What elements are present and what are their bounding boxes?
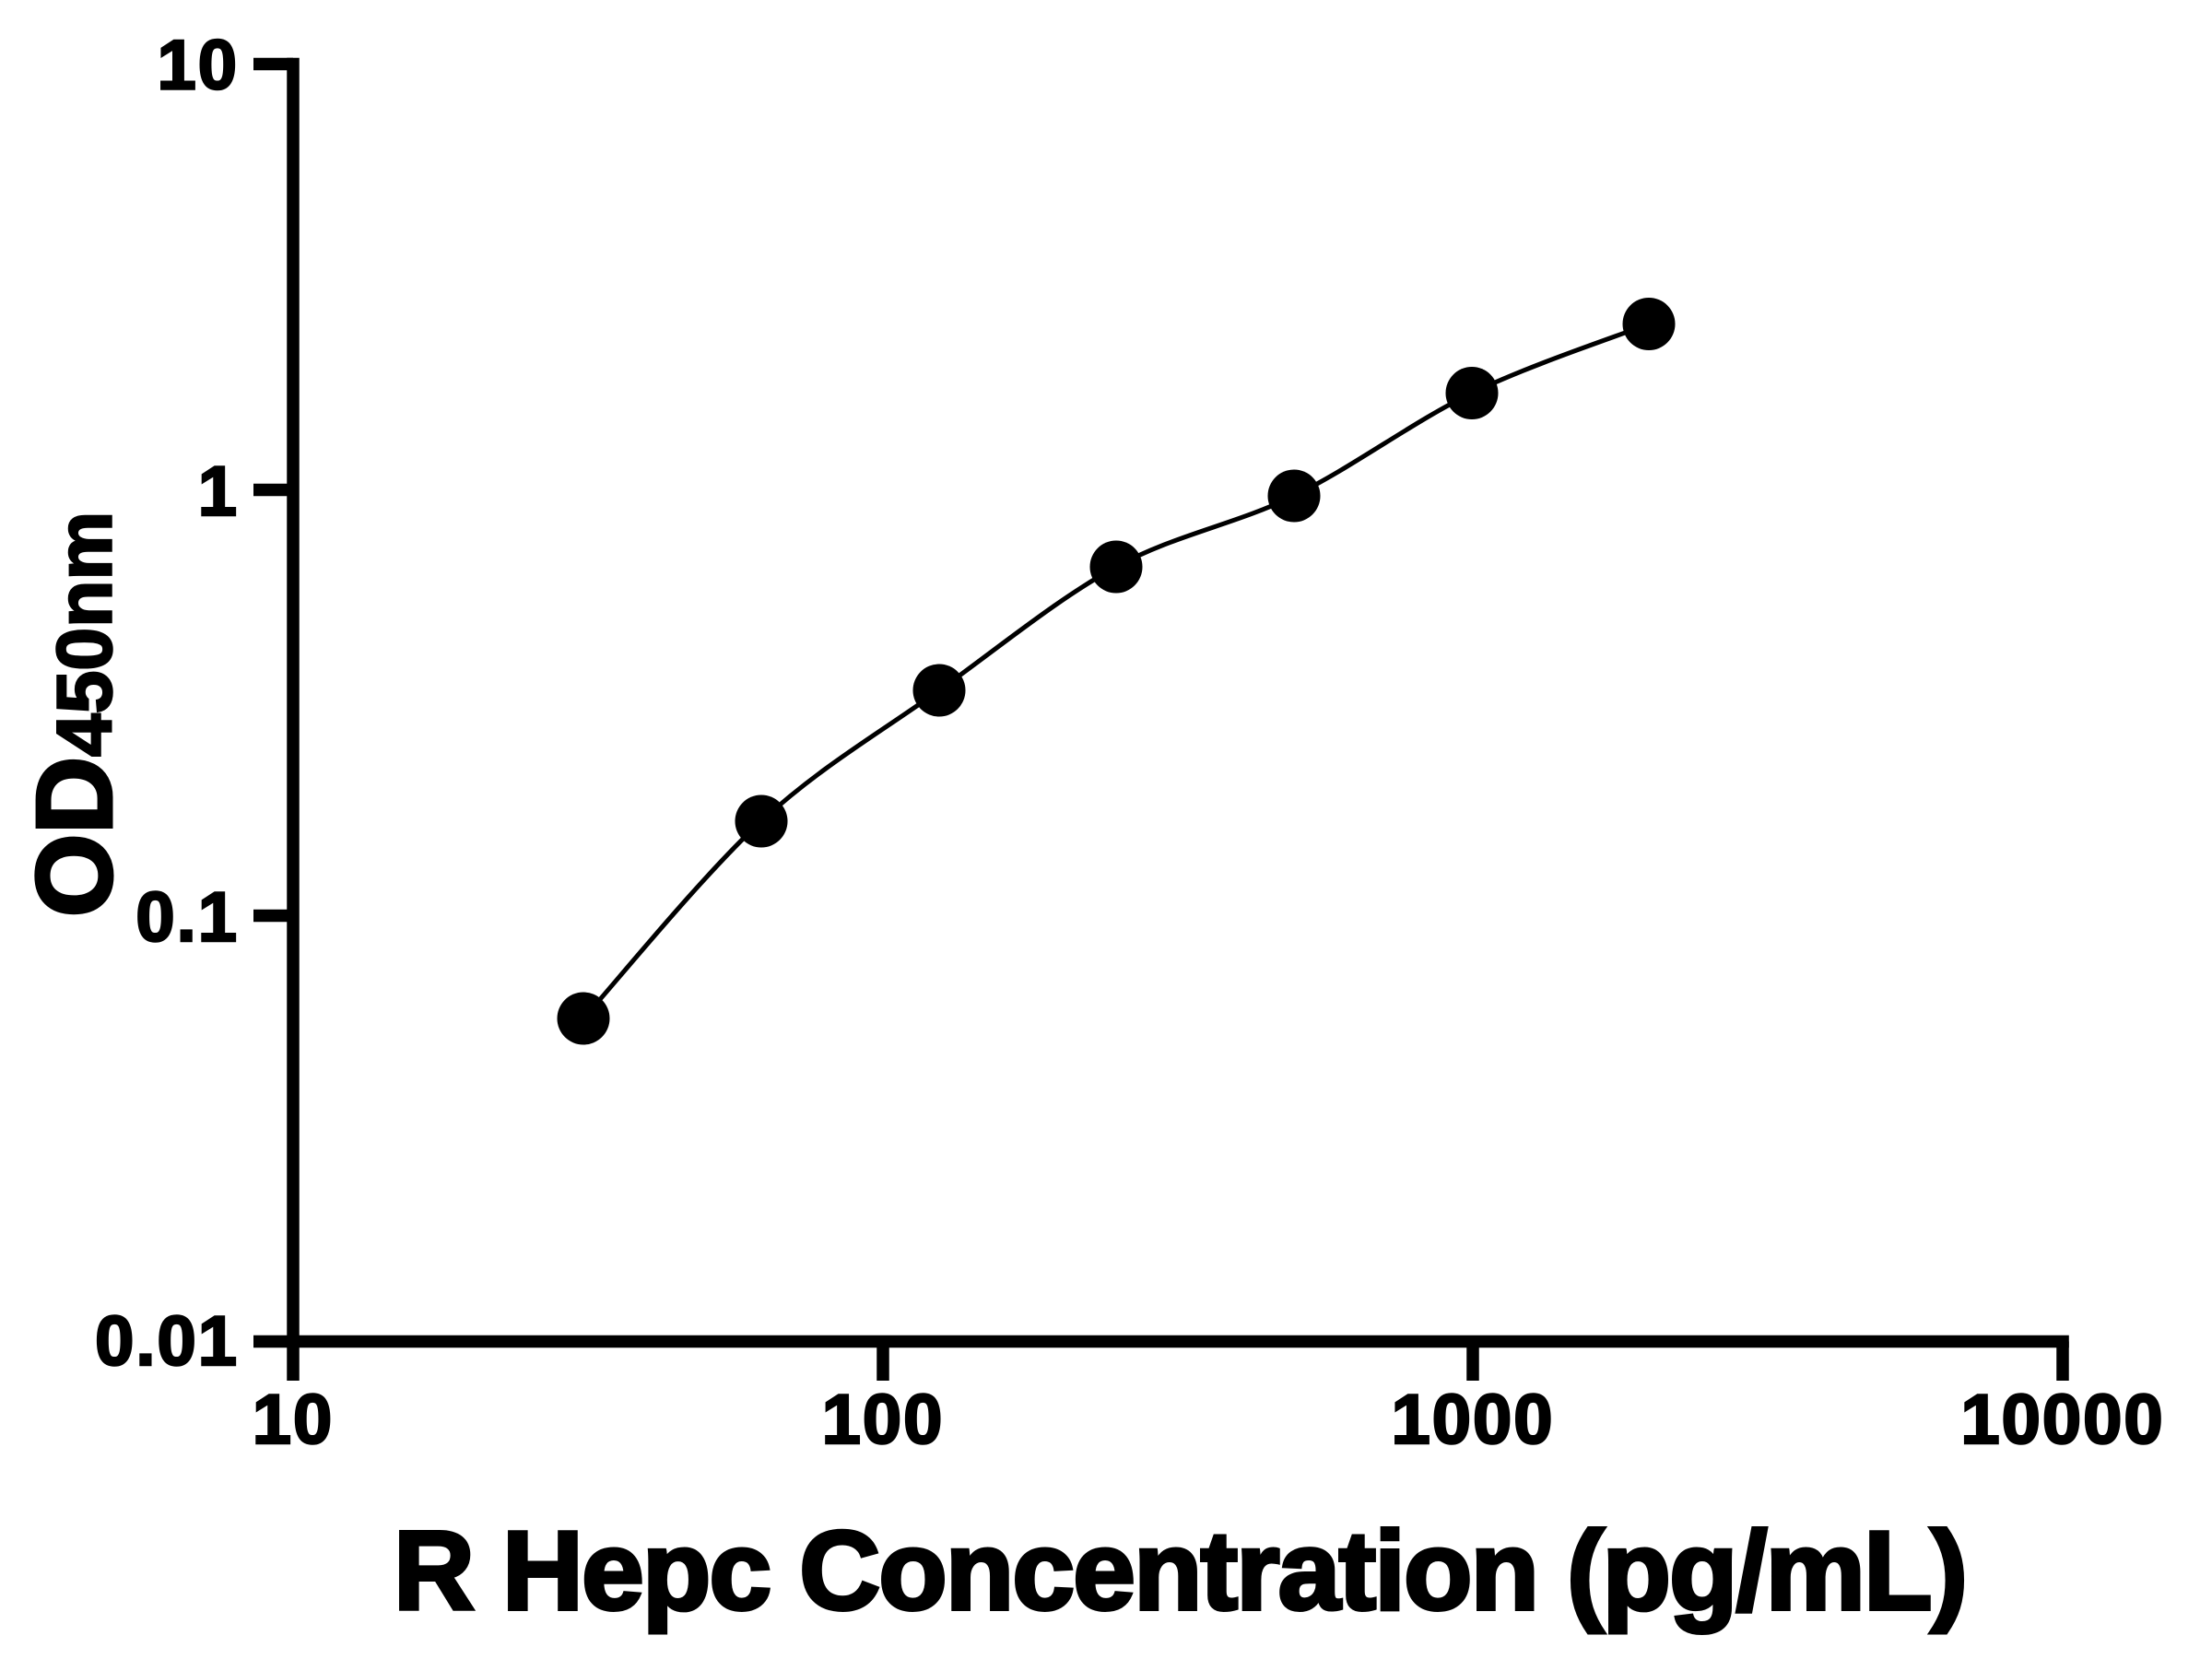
svg-text:OD450nm: OD450nm: [15, 512, 135, 917]
svg-text:1: 1: [198, 453, 239, 531]
svg-text:0.1: 0.1: [135, 878, 239, 957]
svg-text:0.01: 0.01: [95, 1302, 239, 1381]
svg-text:10: 10: [157, 27, 239, 105]
svg-text:R Hepc Concentration (pg/mL): R Hepc Concentration (pg/mL): [394, 1508, 1966, 1633]
svg-text:100: 100: [822, 1381, 945, 1459]
svg-text:10000: 10000: [1960, 1381, 2164, 1459]
svg-text:10: 10: [253, 1381, 335, 1459]
svg-text:1000: 1000: [1391, 1381, 1554, 1459]
